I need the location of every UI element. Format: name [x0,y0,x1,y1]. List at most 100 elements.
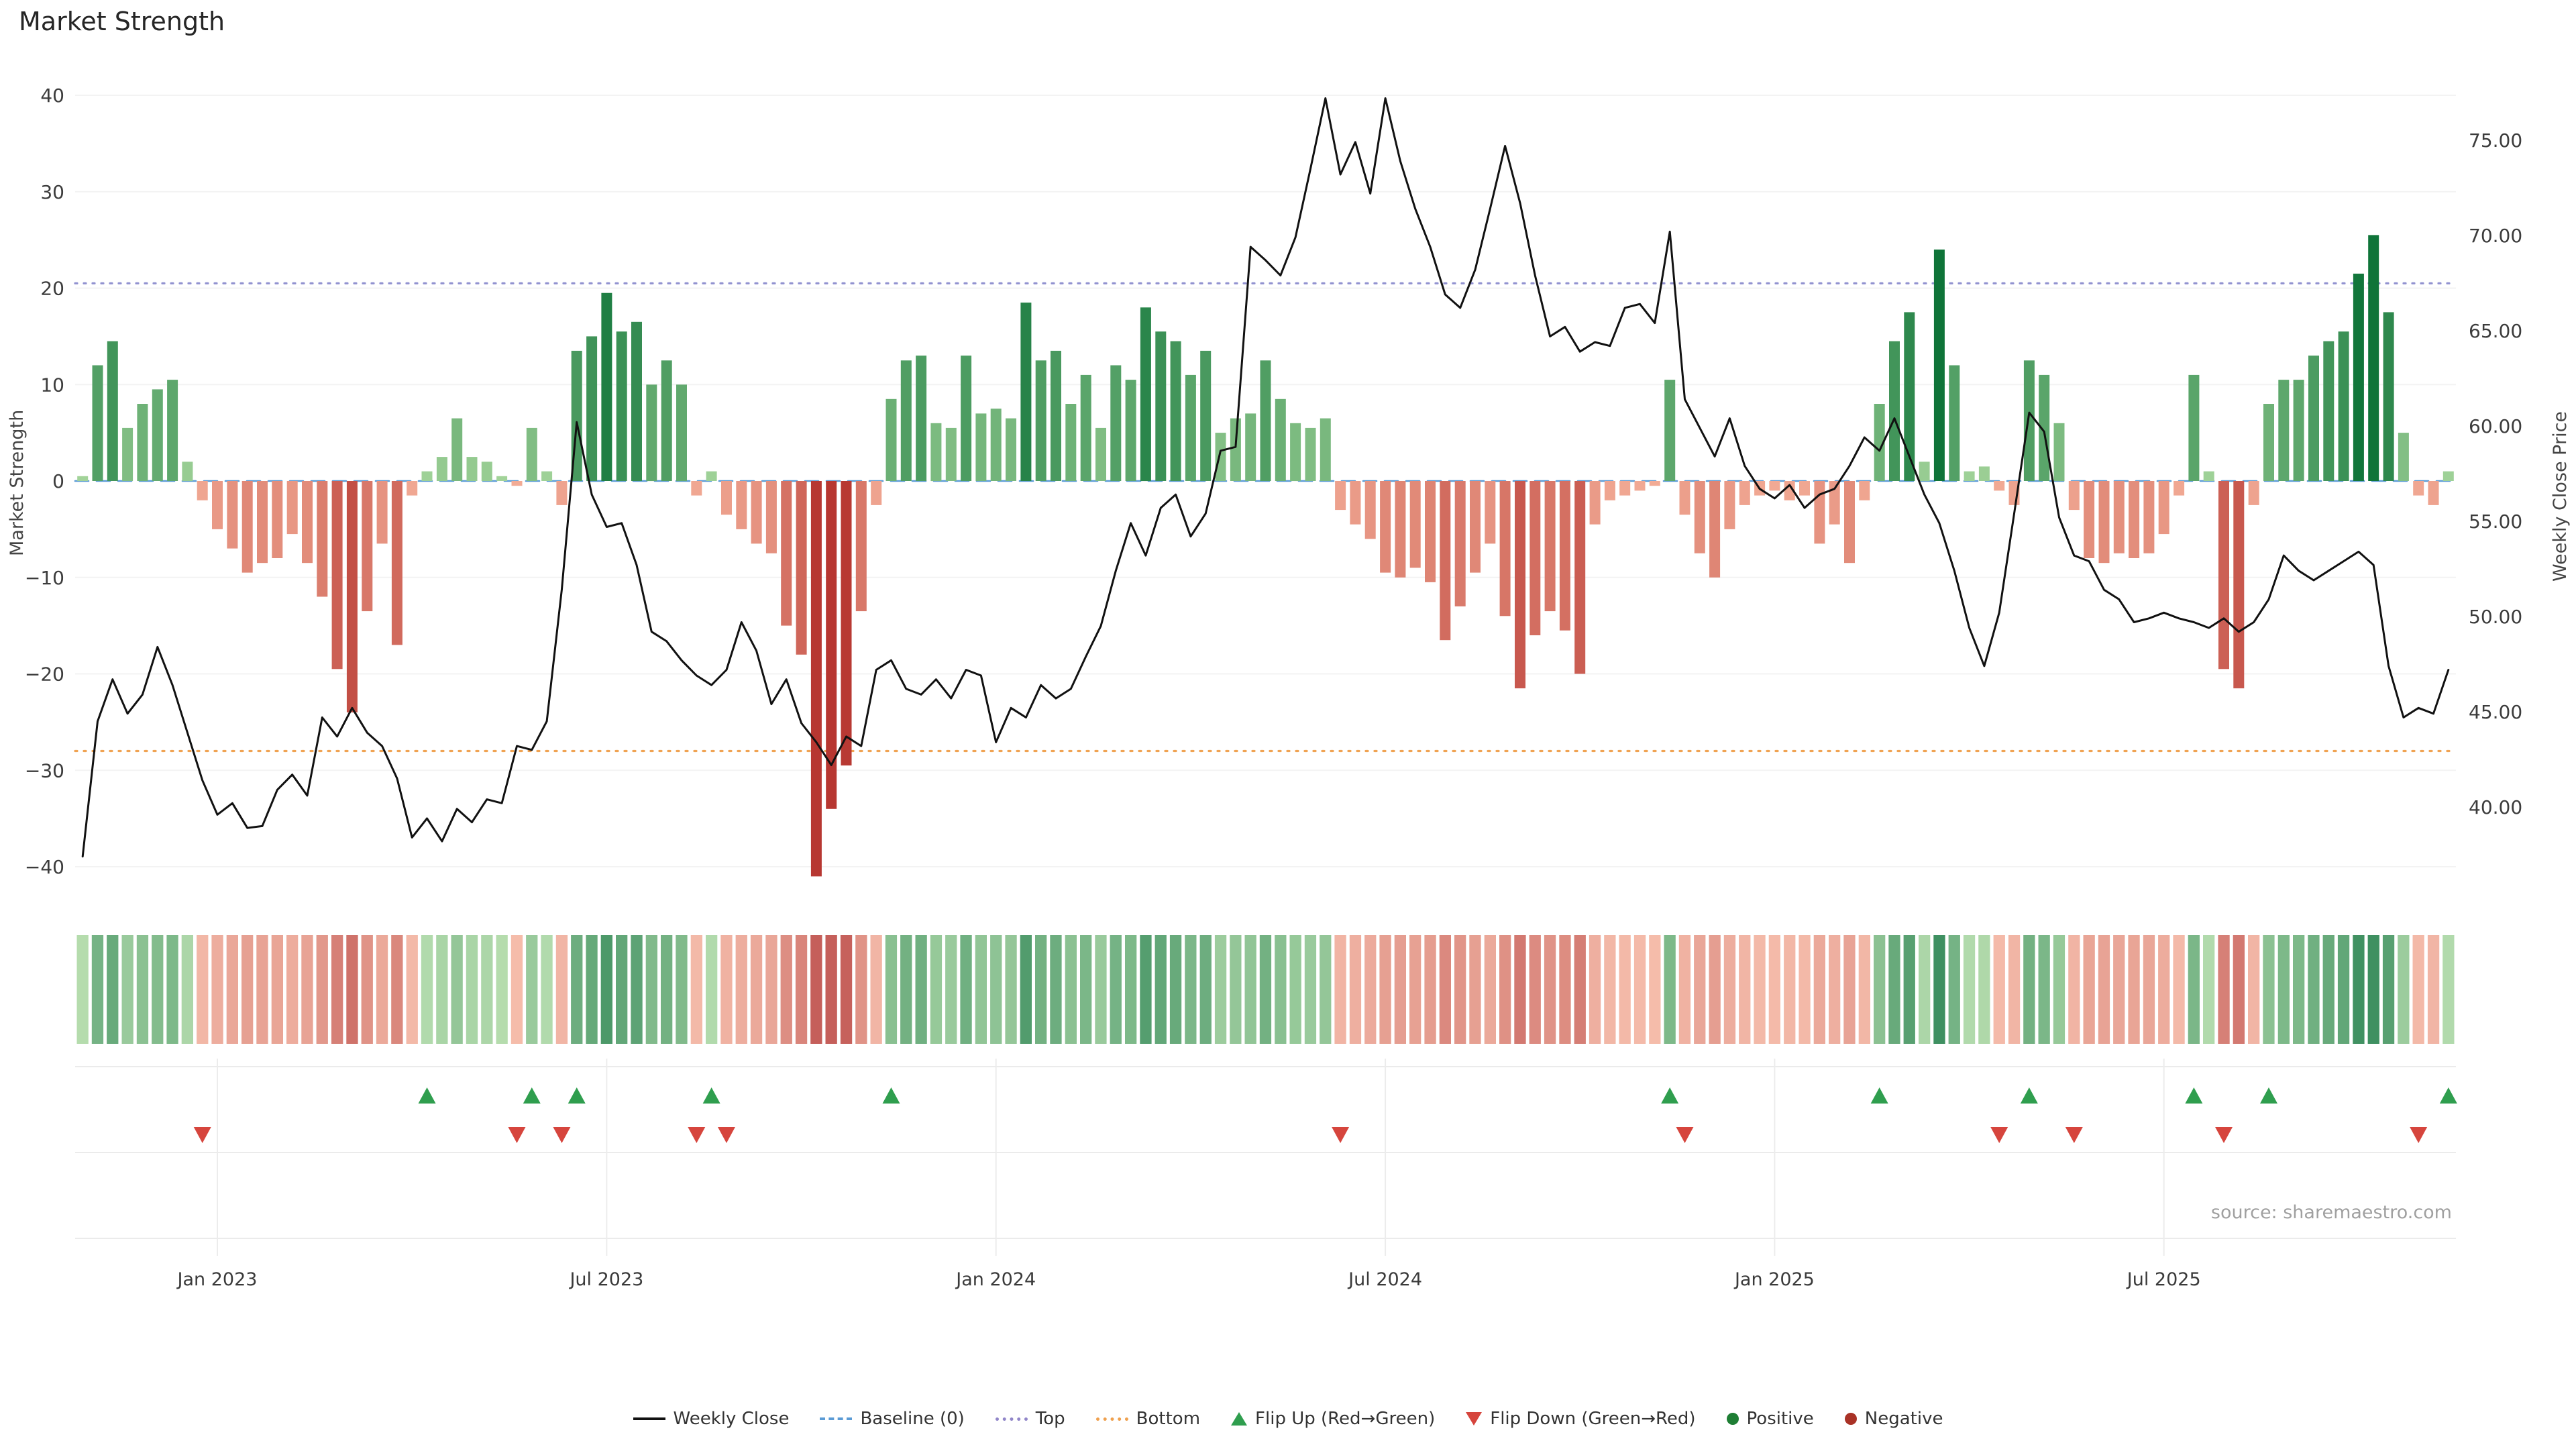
flip-up-marker [882,1087,900,1104]
left-tick-label: −10 [25,567,64,589]
heatmap-cell [1754,935,1766,1044]
heatmap-cell [600,935,612,1044]
strength-bar [92,365,103,481]
heatmap-cell [1439,935,1451,1044]
strength-bar [706,471,717,481]
strength-bar [676,384,687,482]
strength-bar [1933,250,1945,481]
heatmap-cell [1140,935,1152,1044]
strength-bar [2068,481,2080,511]
legend-item-bottom: Bottom [1095,1409,1200,1429]
strength-bar [77,476,89,481]
strength-bar [1215,433,1226,481]
strength-bar [2084,481,2095,558]
x-tick-label: Jan 2023 [176,1269,258,1290]
strength-bar [1425,481,1436,582]
legend-item-weekly-close: Weekly Close [633,1409,789,1429]
strength-bar [900,360,912,481]
heatmap-cell [526,935,538,1044]
heatmap-cell [825,935,837,1044]
heatmap-cell [1185,935,1197,1044]
legend-item-top: Top [995,1409,1065,1429]
strength-bar [391,481,402,645]
heatmap-cell [1544,935,1556,1044]
heatmap-cell [121,935,133,1044]
strength-bar [167,380,178,481]
heatmap-cell [1259,935,1272,1044]
flip-down-marker [1990,1127,2008,1143]
strength-bar [601,292,612,481]
strength-bar [1994,481,2005,491]
heatmap-cell [1709,935,1721,1044]
strength-bar [1125,380,1136,481]
strength-bar [2368,235,2379,481]
heatmap-cell [1035,935,1047,1044]
heatmap-cell [810,935,822,1044]
strength-bar [1679,481,1690,515]
left-tick-label: 20 [40,278,64,300]
heatmap-cell [166,935,178,1044]
strength-bar [1814,481,1825,544]
heatmap-cell [2293,935,2305,1044]
strength-bar [751,481,762,544]
strength-bar [1051,350,1061,481]
strength-bar [1110,365,1122,481]
strength-bar [826,481,837,809]
strength-bar [1949,365,1960,481]
heatmap-cell [2322,935,2334,1044]
strength-bar [1619,481,1631,496]
left-tick-label: 10 [40,374,64,396]
strength-bar [2188,374,2200,481]
heatmap-cell [152,935,164,1044]
strength-bar [331,481,343,669]
heatmap-cell [1678,935,1691,1044]
heatmap-cell [555,935,568,1044]
strength-bar [1844,481,1855,564]
strength-bar [436,457,447,481]
right-tick-label: 60.00 [2469,415,2522,437]
source-credit: source: sharemaestro.com [2210,1202,2452,1223]
flip-down-marker [717,1127,735,1143]
flip-up-marker [1870,1087,1888,1104]
strength-bar [691,481,702,496]
strength-bar [1185,374,1196,481]
strength-bar [975,413,987,481]
strength-bar [481,462,492,482]
right-axis-ticks: 40.00 45.00 50.00 55.00 60.00 65.00 70.00 75.00 [2469,129,2522,818]
strength-bar [257,481,268,564]
heatmap-cell [91,935,104,1044]
flip-down-marker [2215,1127,2233,1143]
right-tick-label: 75.00 [2469,129,2522,152]
heatmap-cell [571,935,583,1044]
strength-bar [1020,303,1032,481]
strength-bar [1589,481,1601,525]
heatmap-cell [1424,935,1436,1044]
strength-bar [2398,433,2409,481]
heatmap-cell [2053,935,2065,1044]
grid-lines [75,95,2456,867]
strength-bar [302,481,313,564]
heatmap-cell [2068,935,2080,1044]
heatmap-cell [1080,935,1092,1044]
strength-bar [556,481,568,505]
strength-bar [1320,418,1331,481]
strength-bar [871,481,882,505]
strength-bar [451,418,463,481]
strength-bar [1694,481,1705,553]
heatmap-cell [2367,935,2379,1044]
heatmap-cell [765,935,777,1044]
heatmap-cell [1050,935,1062,1044]
heatmap-cell [1888,935,1900,1044]
strength-bar [107,341,118,481]
heatmap-cell [2008,935,2021,1044]
heatmap-cell [676,935,688,1044]
heatmap-cell [645,935,657,1044]
strength-bar [1499,481,1511,616]
heatmap-cell [870,935,882,1044]
strength-bar [930,423,942,482]
heatmap-cell [1514,935,1526,1044]
flip-up-marker [523,1087,541,1104]
strength-bar [990,409,1002,481]
strength-bar [362,481,373,612]
heatmap-cell [2427,935,2440,1044]
